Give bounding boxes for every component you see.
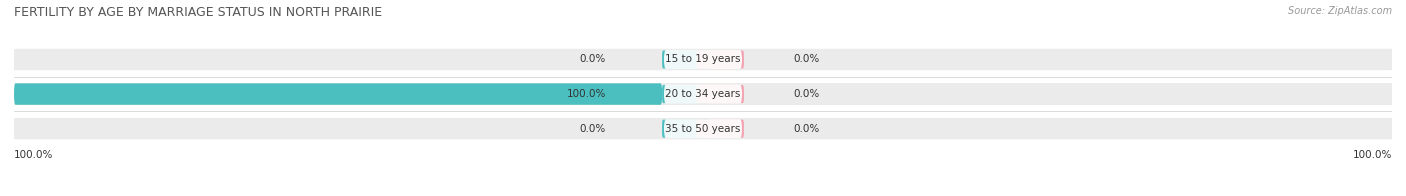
Text: 0.0%: 0.0% <box>579 124 606 134</box>
Text: 100.0%: 100.0% <box>567 89 606 99</box>
Text: FERTILITY BY AGE BY MARRIAGE STATUS IN NORTH PRAIRIE: FERTILITY BY AGE BY MARRIAGE STATUS IN N… <box>14 6 382 19</box>
FancyBboxPatch shape <box>14 83 662 105</box>
FancyBboxPatch shape <box>662 51 710 68</box>
FancyBboxPatch shape <box>14 83 1392 105</box>
Text: 0.0%: 0.0% <box>579 54 606 64</box>
FancyBboxPatch shape <box>664 50 742 69</box>
FancyBboxPatch shape <box>696 85 744 103</box>
Bar <box>14 118 1392 139</box>
Text: 0.0%: 0.0% <box>793 89 820 99</box>
FancyBboxPatch shape <box>696 51 744 68</box>
Text: 15 to 19 years: 15 to 19 years <box>665 54 741 64</box>
FancyBboxPatch shape <box>696 120 744 138</box>
FancyBboxPatch shape <box>664 85 742 103</box>
Text: 100.0%: 100.0% <box>14 150 53 160</box>
Bar <box>14 83 1392 105</box>
FancyBboxPatch shape <box>662 85 710 103</box>
Text: 0.0%: 0.0% <box>793 124 820 134</box>
FancyBboxPatch shape <box>14 118 1392 139</box>
Text: Source: ZipAtlas.com: Source: ZipAtlas.com <box>1288 6 1392 16</box>
Text: 20 to 34 years: 20 to 34 years <box>665 89 741 99</box>
Bar <box>14 49 1392 70</box>
FancyBboxPatch shape <box>664 119 742 138</box>
FancyBboxPatch shape <box>662 120 710 138</box>
FancyBboxPatch shape <box>14 49 1392 70</box>
Text: 35 to 50 years: 35 to 50 years <box>665 124 741 134</box>
Text: 100.0%: 100.0% <box>1353 150 1392 160</box>
Text: 0.0%: 0.0% <box>793 54 820 64</box>
